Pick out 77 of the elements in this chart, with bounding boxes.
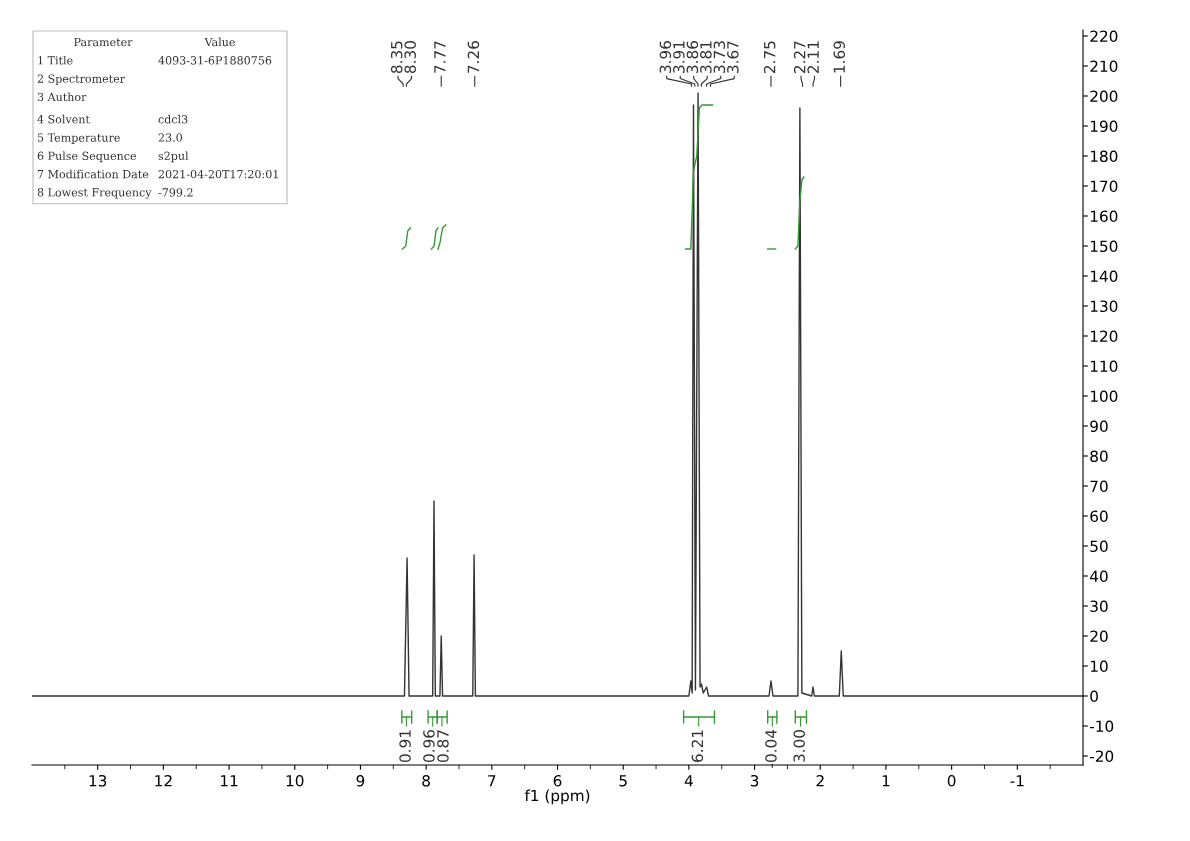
y-tick-label: 80 (1090, 450, 1108, 463)
y-tick-label: 60 (1090, 510, 1108, 523)
x-tick-label: 1 (882, 775, 890, 787)
annotation: 3.67 (727, 41, 739, 73)
annotation: 23.0 (158, 133, 182, 142)
y-tick-label: 110 (1090, 360, 1118, 373)
x-tick-label: 11 (221, 775, 238, 787)
annotation: 3.73 (713, 41, 726, 73)
x-tick-label: 5 (619, 775, 627, 787)
annotation: 1.69 (833, 41, 846, 73)
annotation: 2.11 (807, 41, 819, 73)
annotation: 0.91 (399, 730, 411, 763)
annotation: 3.81 (700, 41, 712, 73)
x-tick-label: 13 (89, 774, 107, 787)
annotation: 7 Modification Date (37, 169, 149, 179)
x-tick-label: 0 (947, 774, 956, 787)
x-tick-label: 12 (155, 774, 172, 787)
annotation: 1 Title (38, 55, 73, 65)
annotation: 3 Author (37, 92, 87, 102)
annotation: -799.2 (158, 188, 193, 197)
annotation: 5 Temperature (37, 133, 120, 144)
annotation: 8.35 (390, 41, 403, 74)
y-tick-label: 0 (1090, 690, 1098, 703)
annotation: 2 Spectrometer (37, 74, 126, 85)
annotation: 2.75 (763, 41, 776, 73)
y-tick-label: 150 (1090, 240, 1118, 253)
annotation: 7.26 (467, 41, 480, 73)
y-tick-label: 40 (1090, 570, 1108, 583)
y-tick-label: 220 (1090, 30, 1118, 43)
y-tick-label: -10 (1090, 720, 1114, 733)
x-tick-label: 10 (286, 774, 304, 787)
y-tick-label: 30 (1090, 600, 1108, 613)
annotation: 3.86 (686, 41, 699, 73)
annotation: 6.21 (691, 730, 704, 762)
annotation: 0.96 (423, 729, 435, 763)
annotation: 7.77 (434, 41, 446, 73)
x-tick-label: 4 (684, 775, 693, 787)
y-tick-label: 70 (1090, 480, 1108, 493)
x-tick-label: 9 (356, 774, 365, 787)
x-tick-label: 8 (422, 774, 430, 787)
annotation: 4 Solvent (37, 114, 90, 124)
annotation: 3.00 (793, 730, 805, 762)
x-tick-label: 6 (553, 774, 562, 787)
annotation: Parameter (74, 37, 133, 47)
y-tick-label: 160 (1090, 210, 1118, 223)
annotation: 3.96 (659, 41, 672, 73)
y-tick-label: 120 (1090, 330, 1118, 343)
annotation: 2.27 (793, 41, 806, 73)
y-tick-label: 200 (1090, 90, 1118, 103)
y-tick-label: 130 (1090, 300, 1118, 313)
y-tick-label: 180 (1090, 150, 1118, 163)
annotation: 4093-31-6P1880756 (158, 56, 272, 65)
x-tick-label: 3 (750, 774, 759, 787)
x-axis-title: f1 (ppm) (524, 789, 590, 805)
annotation: 0.87 (437, 730, 449, 763)
y-tick-label: 170 (1090, 180, 1118, 193)
x-tick-label: -1 (1010, 775, 1024, 787)
annotation: Value (204, 37, 235, 47)
annotation: 8 Lowest Frequency (37, 188, 152, 199)
annotation: s2pul (158, 151, 189, 163)
y-tick-label: 140 (1090, 270, 1118, 283)
y-tick-label: 50 (1090, 540, 1108, 553)
annotation: cdcl3 (158, 114, 188, 124)
x-tick-label: 7 (488, 775, 496, 787)
x-tick-label: 2 (816, 774, 824, 787)
y-tick-label: 100 (1090, 390, 1118, 403)
y-tick-label: 10 (1090, 660, 1108, 673)
y-tick-label: -20 (1090, 750, 1114, 763)
annotation: -0.04 (765, 729, 777, 768)
annotation: 6 Pulse Sequence (37, 151, 137, 163)
annotation: 3.91 (673, 41, 685, 73)
annotation: 8.30 (404, 41, 416, 74)
y-tick-label: 190 (1090, 120, 1118, 133)
y-tick-label: 90 (1090, 420, 1108, 433)
annotation: 2021-04-20T17:20:01 (158, 169, 278, 179)
y-tick-label: 20 (1090, 630, 1108, 643)
y-tick-label: 210 (1090, 60, 1118, 73)
